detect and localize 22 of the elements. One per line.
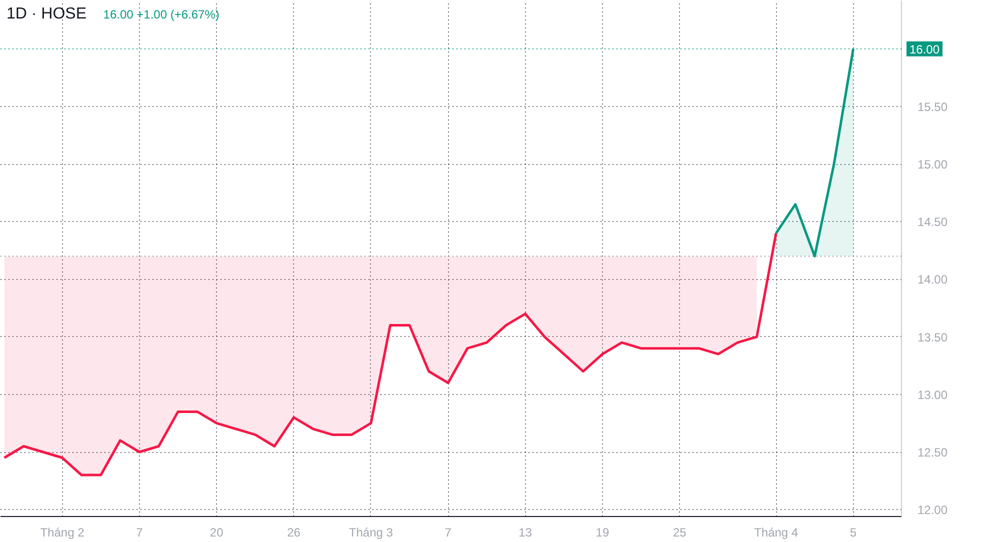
y-tick-label: 13.50 (918, 330, 948, 344)
x-tick-label: 19 (596, 526, 610, 540)
chart-title: 1D · HOSE (6, 6, 87, 22)
x-tick-label: 20 (210, 526, 224, 540)
x-tick-label: 7 (444, 526, 452, 540)
y-tick-label: 15.00 (918, 158, 948, 172)
x-tick-label: 5 (850, 526, 857, 540)
x-tick-label: Tháng 4 (754, 526, 798, 540)
y-tick-label: 14.00 (918, 272, 948, 287)
y-tick-label: 15.50 (918, 100, 948, 114)
y-tick-label: 14.50 (918, 215, 948, 230)
x-tick-label: Tháng 2 (40, 526, 85, 540)
x-tick-label: 13 (518, 526, 532, 540)
text: 16.00 +1.00 (+6.67%) (103, 8, 220, 22)
y-tick-label: 12.00 (918, 503, 948, 518)
x-tick-label: 25 (672, 526, 687, 540)
x-tick-label: Tháng 3 (348, 526, 394, 540)
ref-line-label: 16.00 (910, 42, 940, 56)
x-tick-label: 7 (136, 526, 144, 540)
y-tick-label: 13.00 (918, 388, 948, 402)
y-tick-label: 12.50 (918, 446, 948, 460)
x-tick-label: 26 (287, 526, 301, 540)
